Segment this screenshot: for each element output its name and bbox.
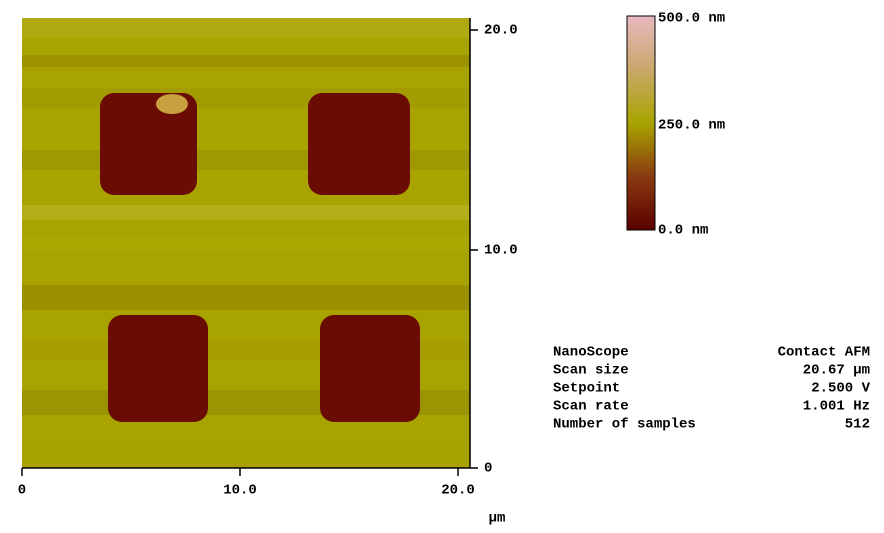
x-unit: µm [489,511,506,527]
info-value: 20.67 µm [803,363,870,379]
info-value: 1.001 Hz [803,399,870,415]
y-tick-label: 10.0 [484,243,518,259]
y-tick-label: 0 [484,461,492,477]
info-label: Scan size [553,363,629,379]
x-tick-label: 20.0 [441,483,475,499]
x-tick-label: 10.0 [223,483,257,499]
scale-label: 500.0 nm [658,11,725,27]
info-value: 2.500 V [811,381,870,397]
info-value: 512 [845,417,870,433]
y-tick-label: 20.0 [484,23,518,39]
info-value: Contact AFM [778,345,870,361]
x-tick-label: 0 [18,483,26,499]
afm-image [22,18,470,468]
scale-label: 250.0 nm [658,118,725,134]
color-bar [626,15,656,231]
info-label: NanoScope [553,345,629,361]
axes [21,18,478,476]
scale-label: 0.0 nm [658,223,708,239]
info-label: Number of samples [553,417,696,433]
info-label: Scan rate [553,399,629,415]
info-table: NanoScope Contact AFM Scan size 20.67 µm Set… [553,345,871,433]
info-label: Setpoint [553,381,620,397]
